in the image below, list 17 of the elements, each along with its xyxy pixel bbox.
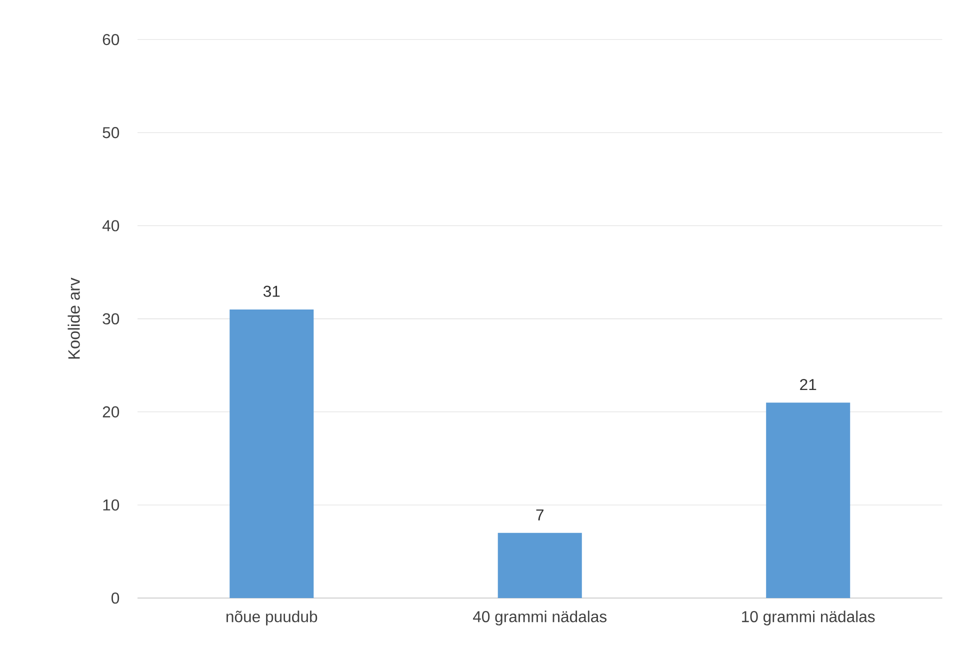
data-label: 31 <box>263 286 280 297</box>
y-tick-label: 20 <box>102 406 120 418</box>
data-label: 7 <box>536 509 544 520</box>
x-tick-label: nõue puudub <box>226 610 318 626</box>
y-tick-label: 40 <box>102 220 120 232</box>
bar <box>766 402 850 598</box>
x-tick-label: 40 grammi nädalas <box>472 610 607 626</box>
y-tick-label: 50 <box>102 126 120 138</box>
x-tick-label: 10 grammi nädalas <box>742 610 875 626</box>
bar <box>498 532 582 598</box>
y-tick-label: 0 <box>112 592 120 604</box>
data-label: 21 <box>800 378 816 390</box>
bar <box>230 309 314 598</box>
y-axis-title: Koolide arv <box>68 277 80 358</box>
y-tick-label: 60 <box>102 34 120 45</box>
y-tick-label: 10 <box>103 499 120 510</box>
y-tick-label: 30 <box>102 312 120 324</box>
